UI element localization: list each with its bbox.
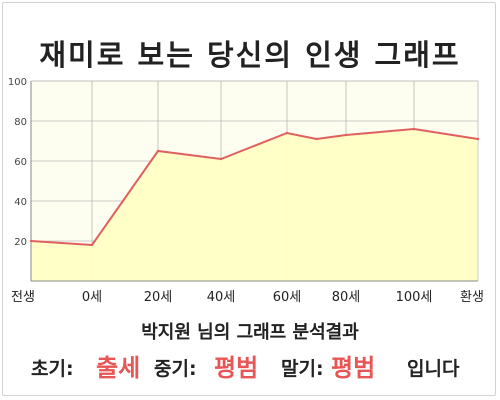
data-point	[29, 239, 33, 243]
data-point	[219, 157, 223, 161]
x-tick-label: 100세	[396, 290, 433, 305]
data-point	[412, 127, 416, 131]
data-point	[315, 137, 318, 141]
card-frame	[2, 2, 496, 396]
late-value: 평범	[331, 354, 376, 382]
x-tick-label: 60세	[273, 290, 302, 305]
data-point	[90, 243, 94, 247]
x-tick-label: 80세	[332, 290, 361, 305]
y-tick-label: 80	[14, 117, 27, 128]
data-point	[156, 149, 160, 153]
x-tick-label: 40세	[207, 290, 236, 305]
y-tick-label: 60	[14, 157, 27, 168]
middle-value: 평범	[214, 354, 259, 382]
chart-title: 재미로 보는 당신의 인생 그래프	[39, 38, 461, 72]
data-point	[344, 133, 348, 137]
x-tick-label: 0세	[82, 290, 102, 305]
early-value: 출세	[96, 354, 141, 382]
analysis-summary: 박지원 님의 그래프 분석결과	[141, 322, 359, 343]
y-tick-label: 40	[14, 197, 27, 208]
late-label: 말기:	[281, 358, 324, 380]
area-fill	[31, 129, 478, 281]
x-tick-label: 20세	[144, 290, 173, 305]
data-point	[285, 131, 289, 135]
y-tick-label: 100	[8, 77, 27, 88]
data-point	[476, 137, 480, 141]
y-tick-label: 20	[14, 237, 27, 248]
early-label: 초기:	[31, 358, 74, 380]
x-tick-label: 전생	[11, 290, 35, 305]
middle-label: 중기:	[154, 358, 197, 380]
closing-text: 입니다	[407, 358, 460, 380]
x-tick-label: 환생	[460, 290, 484, 305]
